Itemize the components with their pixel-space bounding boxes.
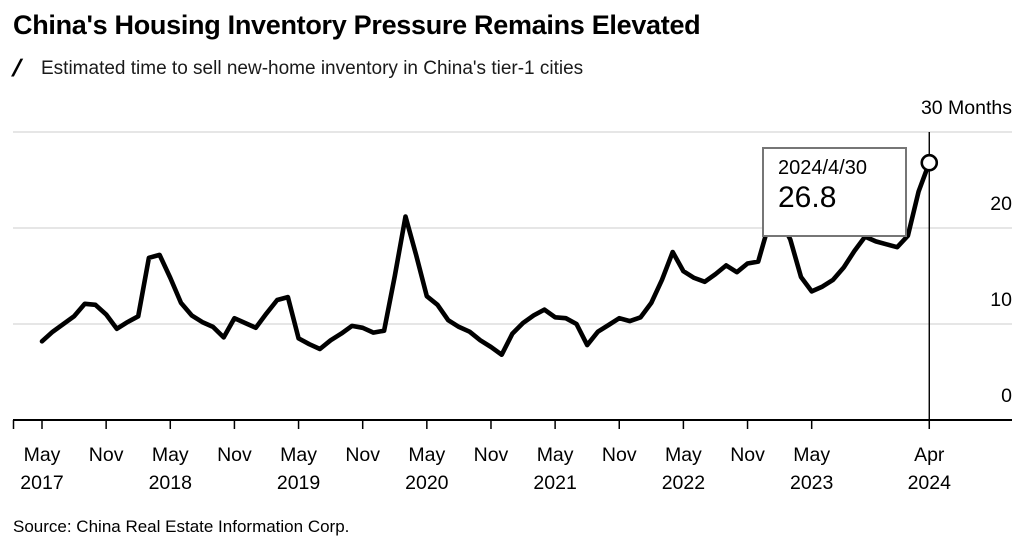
x-axis-label-year: 2023 bbox=[789, 472, 834, 494]
x-axis-label-year: 2021 bbox=[533, 472, 577, 494]
x-axis-label-year: 2022 bbox=[661, 472, 706, 494]
x-axis-label: May 2021 bbox=[495, 441, 615, 497]
x-axis-label-year: 2020 bbox=[405, 472, 449, 494]
y-axis-label: 10 bbox=[990, 289, 1012, 311]
x-axis-label: May 2017 bbox=[0, 441, 102, 497]
chart-title: China's Housing Inventory Pressure Remai… bbox=[13, 10, 701, 40]
x-axis-label: May 2023 bbox=[752, 441, 872, 497]
tooltip-value: 26.8 bbox=[778, 181, 837, 214]
y-axis-label: 20 bbox=[990, 193, 1012, 215]
x-axis-label: Apr 2024 bbox=[869, 441, 989, 497]
x-axis-label-month: Nov bbox=[473, 444, 509, 466]
y-axis-label: 0 bbox=[1001, 385, 1012, 407]
x-axis-label-month: May bbox=[536, 444, 574, 466]
x-axis-label-year: 2019 bbox=[276, 472, 321, 494]
x-axis-label: Nov bbox=[46, 441, 166, 469]
x-axis-label-month: Nov bbox=[345, 444, 381, 466]
x-axis-label-month: Nov bbox=[88, 444, 124, 466]
x-axis-label: Nov bbox=[688, 441, 808, 469]
x-axis-label-month: May bbox=[664, 444, 702, 466]
x-axis-label: Nov bbox=[559, 441, 679, 469]
x-axis-label-month: Nov bbox=[217, 444, 252, 466]
x-axis-label-month: Nov bbox=[601, 444, 637, 466]
x-axis-label-month: Nov bbox=[730, 444, 765, 466]
x-axis-label-month: May bbox=[23, 444, 61, 466]
x-axis-label: May 2018 bbox=[110, 441, 230, 497]
x-axis-label: May 2019 bbox=[239, 441, 359, 497]
x-axis-label: May 2022 bbox=[623, 441, 743, 497]
tooltip-date: 2024/4/30 bbox=[778, 157, 867, 179]
x-axis-label-month: May bbox=[151, 444, 189, 466]
x-axis-label: Nov bbox=[431, 441, 551, 469]
x-axis-label-year: 2017 bbox=[20, 472, 64, 494]
x-axis-label-month: May bbox=[793, 444, 831, 466]
y-axis-label: 30 Months bbox=[920, 97, 1012, 119]
x-axis-label: May 2020 bbox=[367, 441, 487, 497]
last-point-marker bbox=[920, 153, 939, 172]
x-axis-label: Nov bbox=[174, 441, 294, 469]
data-point-tooltip: 2024/4/30 26.8 bbox=[762, 147, 907, 237]
x-axis-label-year: 2024 bbox=[907, 472, 951, 494]
x-axis-label-month: May bbox=[408, 444, 446, 466]
x-axis-label-month: May bbox=[280, 444, 317, 466]
x-axis-label: Nov bbox=[303, 441, 423, 469]
source-note: Source: China Real Estate Information Co… bbox=[13, 517, 350, 536]
x-axis-label-month: Apr bbox=[914, 444, 945, 466]
chart-subtitle: Estimated time to sell new-home inventor… bbox=[41, 58, 584, 79]
x-axis-label-year: 2018 bbox=[148, 472, 192, 494]
